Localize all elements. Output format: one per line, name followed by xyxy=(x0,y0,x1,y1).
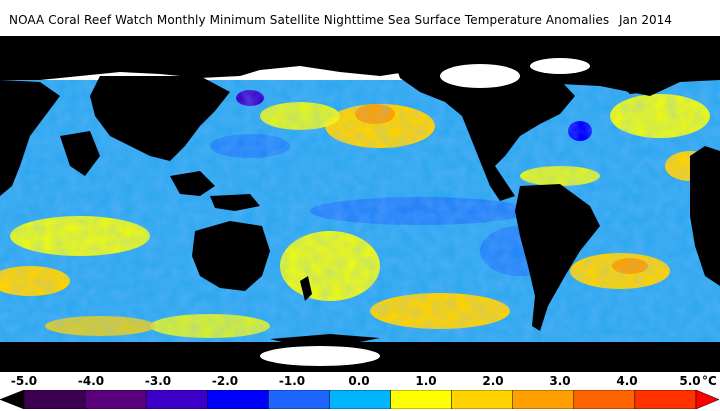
scale-arrow-low xyxy=(0,390,25,409)
scale-color-cell xyxy=(573,390,636,409)
scale-tick-label: 0.0 xyxy=(348,374,370,388)
scale-color-cell xyxy=(634,390,697,409)
scale-unit-label: °C xyxy=(702,374,717,388)
map-title: NOAA Coral Reef Watch Monthly Minimum Sa… xyxy=(9,13,610,27)
sst-anomaly-map xyxy=(0,36,720,372)
map-date: Jan 2014 xyxy=(619,13,672,27)
scale-tick-label: 1.0 xyxy=(415,374,437,388)
color-scale-bar xyxy=(0,390,720,409)
scale-tick-label: -5.0 xyxy=(10,374,38,388)
scale-color-cell xyxy=(390,390,452,409)
scale-color-cell xyxy=(512,390,575,409)
scale-color-cell xyxy=(268,390,330,409)
scale-tick-label: 3.0 xyxy=(549,374,571,388)
scale-arrow-high xyxy=(695,390,720,409)
scale-tick-label: -4.0 xyxy=(77,374,105,388)
scale-color-cell xyxy=(207,390,269,409)
sea-ice xyxy=(260,58,590,366)
scale-tick-label: 4.0 xyxy=(616,374,638,388)
title-bar: NOAA Coral Reef Watch Monthly Minimum Sa… xyxy=(0,0,720,36)
scale-color-cell xyxy=(84,390,147,409)
scale-color-cell xyxy=(145,390,208,409)
color-scale: -5.0 -4.0 -3.0 -2.0 -1.0 0.0 1.0 2.0 3.0… xyxy=(0,372,720,411)
scale-tick-label: 5.0 xyxy=(679,374,701,388)
scale-tick-label: -3.0 xyxy=(144,374,172,388)
scale-tick-label: 2.0 xyxy=(482,374,504,388)
scale-color-cell xyxy=(451,390,513,409)
scale-color-cell xyxy=(329,390,391,409)
scale-tick-label: -2.0 xyxy=(211,374,239,388)
scale-tick-label: -1.0 xyxy=(278,374,306,388)
scale-color-cell xyxy=(23,390,86,409)
